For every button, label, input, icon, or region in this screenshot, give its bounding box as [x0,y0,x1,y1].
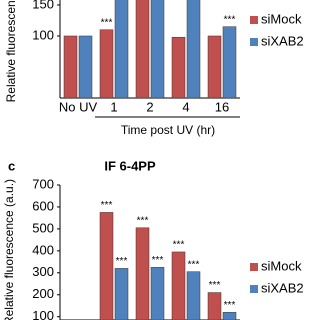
bar [207,35,222,98]
legend-swatch [250,16,258,24]
y-tick-label: 200 [32,286,54,301]
significance: *** [116,256,128,267]
legend-swatch [250,38,258,46]
significance: *** [101,17,113,28]
significance: *** [137,215,149,226]
legend-label: siXAB2 [261,33,304,48]
bar [135,227,150,320]
bar [186,0,201,98]
bar [78,35,93,98]
bar [63,35,78,98]
bar [135,0,150,98]
panel-label: c [8,158,15,173]
significance: *** [188,259,200,270]
bar [99,212,114,320]
x-tick-label: 1 [110,99,117,114]
y-tick-label: 500 [32,220,54,235]
bar [222,312,237,320]
y-tick-label: 150 [32,0,54,11]
y-tick-label: 300 [32,264,54,279]
bar [207,292,222,320]
significance: *** [173,240,185,251]
bar [114,0,129,98]
significance: *** [209,280,221,291]
bar [150,267,165,320]
x-axis-label: Time post UV (hr) [121,123,215,137]
bar [186,271,201,320]
bar [222,26,237,98]
bar [114,268,129,320]
x-tick-label: 2 [146,99,153,114]
y-tick-label: 600 [32,198,54,213]
plot-area [63,0,237,98]
significance: *** [224,300,236,311]
plot-area [99,212,237,320]
legend-label: siMock [261,258,302,273]
significance: *** [152,255,164,266]
y-axis-label: Relative fluorescence (a.u.) [2,179,16,320]
y-tick-label: 400 [32,242,54,257]
significance: *** [224,14,236,25]
legend-swatch [250,263,258,271]
bar [99,29,114,98]
y-tick-label: 100 [32,27,54,42]
bar [171,36,186,98]
legend-label: siXAB2 [261,280,304,295]
x-tick-label: No UV [59,99,98,114]
y-tick-label: 700 [32,176,54,191]
x-tick-label: 4 [182,99,189,114]
chart-title: IF 6-4PP [104,158,156,173]
y-tick-label: 100 [32,308,54,320]
bar [150,0,165,98]
significance: *** [101,200,113,211]
legend-label: siMock [261,11,302,26]
y-axis-label: Relative fluorescence [4,0,18,102]
bar [171,251,186,320]
legend-swatch [250,285,258,293]
x-tick-label: 16 [215,99,229,114]
